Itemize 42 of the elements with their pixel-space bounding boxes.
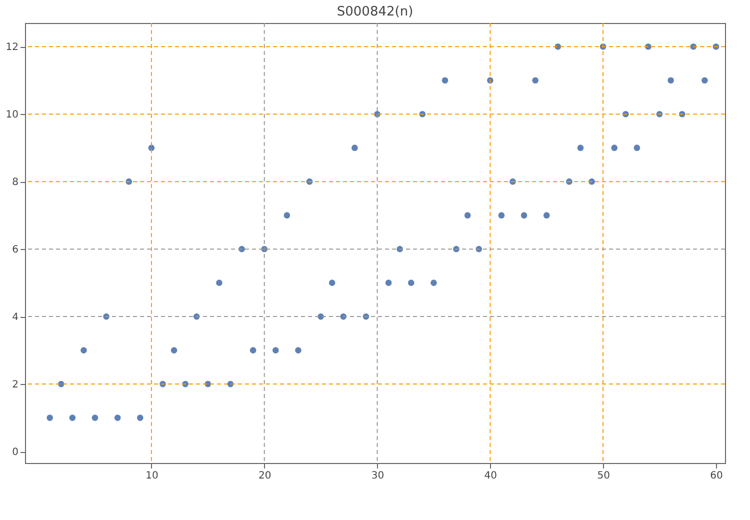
x-tick-label: 30: [371, 470, 384, 482]
point: [92, 414, 98, 421]
point: [385, 280, 392, 286]
point: [702, 77, 708, 84]
point: [137, 414, 144, 421]
point: [442, 77, 448, 84]
point: [408, 280, 414, 286]
point: [284, 212, 290, 218]
point: [69, 414, 76, 421]
point: [577, 144, 584, 151]
point: [80, 347, 87, 354]
y-tick-label: 2: [12, 380, 18, 391]
point: [520, 212, 528, 218]
y-tick-label: 4: [12, 312, 18, 324]
point: [46, 414, 53, 421]
point: [498, 212, 505, 218]
point: [272, 347, 279, 354]
point: [114, 414, 121, 421]
point: [543, 212, 550, 218]
x-tick-label: 10: [146, 470, 158, 482]
point: [250, 347, 256, 354]
x-tick-label: 40: [484, 470, 498, 482]
point: [430, 280, 437, 286]
y-tick-label: 0: [12, 447, 18, 458]
point: [328, 280, 336, 286]
point: [668, 77, 674, 84]
point: [611, 144, 618, 151]
x-tick-label: 20: [258, 470, 272, 482]
chart-title: S000842(n): [336, 4, 414, 20]
point: [216, 280, 222, 286]
point: [352, 144, 358, 151]
point: [295, 347, 302, 354]
point: [464, 212, 471, 218]
y-tick-label: 6: [12, 244, 18, 256]
y-tick-label: 10: [6, 110, 18, 121]
point: [634, 144, 640, 151]
x-tick-label: 60: [710, 470, 723, 482]
x-tick-label: 50: [597, 470, 610, 482]
y-tick-label: 12: [6, 42, 18, 54]
point: [170, 347, 178, 354]
point: [532, 77, 538, 84]
y-tick-label: 8: [12, 177, 18, 188]
